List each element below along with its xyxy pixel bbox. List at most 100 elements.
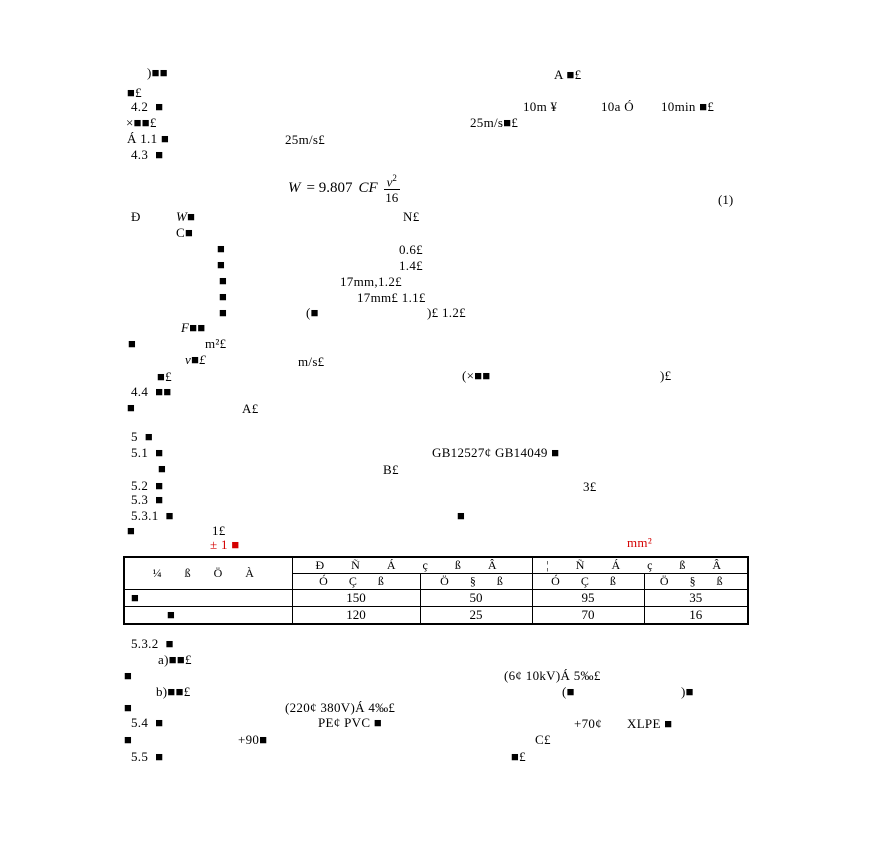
text-line: (6¢ 10kV)Á 5‰£ xyxy=(504,668,601,683)
text-line: 10m ¥ xyxy=(523,99,558,114)
text-line: )■■ xyxy=(147,65,168,80)
table-cell: 35 xyxy=(643,589,749,607)
text-line: C£ xyxy=(535,732,551,747)
text-line: ■ xyxy=(217,257,226,272)
text-line: ■ xyxy=(217,241,226,256)
text-line: ■ xyxy=(219,273,228,288)
wind-load-formula: W = 9.807 CF ν2 16 xyxy=(288,172,400,204)
table-cell: 150 xyxy=(291,589,421,607)
text-line: mm² xyxy=(627,535,653,550)
text-line: 5.5 ■ xyxy=(131,749,164,764)
equation-number: (1) xyxy=(718,192,734,207)
table-row: ■ 120 25 70 16 xyxy=(123,606,749,625)
text-line: PE¢ PVC ■ xyxy=(318,715,383,730)
text-line: 3£ xyxy=(583,479,597,494)
text-line: 25m/s■£ xyxy=(470,115,519,130)
table-row-label: ■ xyxy=(123,589,293,607)
text-line: a)■■£ xyxy=(158,652,192,667)
text-line: 4.2 ■ xyxy=(131,99,164,114)
text-line: 5.1 ■ xyxy=(131,445,164,460)
text-line: ■ xyxy=(124,732,133,747)
text-line: W■ xyxy=(176,209,196,224)
text-line: 5.3 ■ xyxy=(131,492,164,507)
table-sub-header: Ö § ß xyxy=(419,573,533,590)
text-line: )£ xyxy=(660,368,672,383)
text-line: 17mm£ 1.1£ xyxy=(357,290,426,305)
text-line: ■ xyxy=(158,461,167,476)
text-line: m²£ xyxy=(205,336,227,351)
table-group-header-1: Ð Ñ Á ç ß Â xyxy=(291,556,533,574)
text-line: N£ xyxy=(403,209,420,224)
table-sub-header: Ö § ß xyxy=(643,573,749,590)
text-line: 10a Ó xyxy=(601,99,634,114)
table-sub-header-row: Ó Ç ß Ö § ß Ó Ç ß Ö § ß xyxy=(124,573,749,590)
text-line: ■ xyxy=(127,523,136,538)
formula-variable-cf: CF xyxy=(358,179,378,196)
text-line: 25m/s£ xyxy=(285,132,326,147)
text-line: 17mm,1.2£ xyxy=(340,274,402,289)
text-line: 5.2 ■ xyxy=(131,478,164,493)
text-line: +70¢ xyxy=(574,716,603,731)
text-line: ± 1 ■ xyxy=(210,537,240,552)
table-sub-header: Ó Ç ß xyxy=(291,573,421,590)
text-line: GB12527¢ GB14049 ■ xyxy=(432,445,560,460)
text-line: 10min ■£ xyxy=(661,99,715,114)
text-line: +90■ xyxy=(238,732,268,747)
text-line: ■£ xyxy=(511,749,526,764)
table-row: ■ 150 50 95 35 xyxy=(123,589,749,607)
table-left-header: ¼ ß Ö À xyxy=(123,556,293,590)
text-line: 5 ■ xyxy=(131,429,154,444)
text-line: B£ xyxy=(383,462,399,477)
text-line: b)■■£ xyxy=(156,684,191,699)
text-line: Ð xyxy=(131,209,141,224)
text-line: 1.4£ xyxy=(399,258,423,273)
text-line: 1£ xyxy=(212,523,226,538)
text-line: 5.3.1 ■ xyxy=(131,508,174,523)
text-line: ■ xyxy=(457,508,466,523)
text-line: )■ xyxy=(681,684,694,699)
text-line: F■■ xyxy=(181,320,206,335)
formula-numerator: ν2 xyxy=(383,172,400,191)
formula-coefficient: = 9.807 xyxy=(306,179,353,196)
text-line: C■ xyxy=(176,225,194,240)
text-line: (■ xyxy=(306,305,319,320)
text-line: ×■■£ xyxy=(126,115,157,130)
text-line: ■ xyxy=(128,336,137,351)
text-line: 0.6£ xyxy=(399,242,423,257)
formula-variable-w: W xyxy=(288,179,301,196)
text-line: (220¢ 380V)Á 4‰£ xyxy=(285,700,396,715)
table-sub-header: Ó Ç ß xyxy=(531,573,645,590)
text-line: A ■£ xyxy=(554,67,582,82)
text-line: ■ xyxy=(219,305,228,320)
text-line: ■ xyxy=(219,289,228,304)
text-line: v■£ xyxy=(185,352,207,367)
table-group-header-row: ¼ ß Ö À Ð Ñ Á ç ß Â ¦ Ñ Á ç ß Â xyxy=(123,556,749,590)
table-cell: 50 xyxy=(419,589,533,607)
table-row-label: ■ xyxy=(123,606,293,625)
table-cell: 16 xyxy=(643,606,749,625)
text-line: ■£ xyxy=(127,85,142,100)
text-line: ■ xyxy=(124,668,133,683)
text-line: (×■■ xyxy=(462,368,491,383)
text-line: )£ 1.2£ xyxy=(427,305,466,320)
text-line: ■ xyxy=(124,700,133,715)
formula-denominator: 16 xyxy=(385,190,399,206)
conductor-cross-section-table: ¼ ß Ö À Ð Ñ Á ç ß Â ¦ Ñ Á ç ß Â Ó Ç ß Ö … xyxy=(123,556,749,625)
text-line: 4.4 ■■ xyxy=(131,384,172,399)
text-line: A£ xyxy=(242,401,259,416)
formula-fraction: ν2 16 xyxy=(383,172,400,206)
table-cell: 25 xyxy=(419,606,533,625)
text-line: ■£ xyxy=(157,369,172,384)
text-line: 5.4 ■ xyxy=(131,715,164,730)
table-cell: 70 xyxy=(531,606,645,625)
text-line: Á 1.1 ■ xyxy=(127,131,170,146)
text-line: ■ xyxy=(127,400,136,415)
text-line: XLPE ■ xyxy=(627,716,673,731)
text-line: m/s£ xyxy=(298,354,325,369)
text-line: 4.3 ■ xyxy=(131,147,164,162)
table-group-header-2: ¦ Ñ Á ç ß Â xyxy=(531,556,749,574)
table-cell: 95 xyxy=(531,589,645,607)
text-line: 5.3.2 ■ xyxy=(131,636,174,651)
table-cell: 120 xyxy=(291,606,421,625)
